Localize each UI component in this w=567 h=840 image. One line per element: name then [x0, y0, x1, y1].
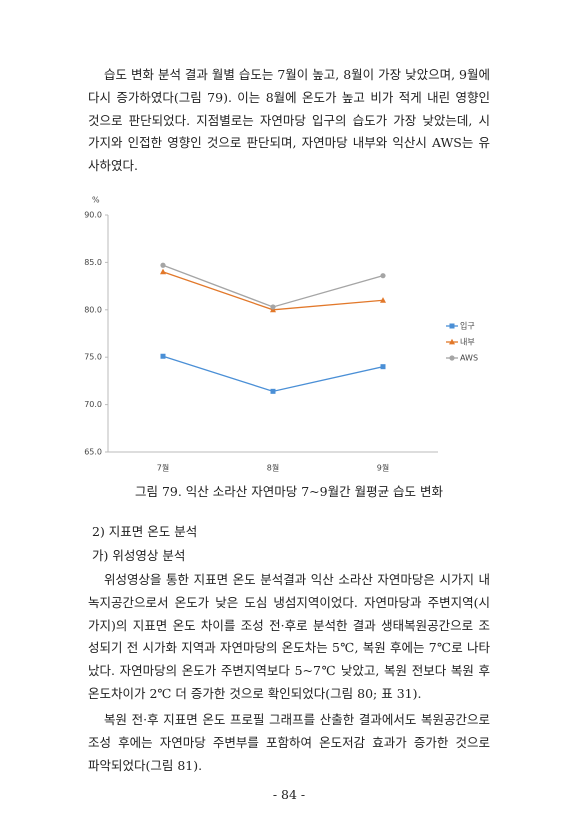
- heading: 2) 지표면 온도 분석: [92, 524, 198, 539]
- legend-marker: [449, 323, 455, 329]
- text-line: 다시 증가하였다(그림 79). 이는 8월에 온도가 높고 비가 적게 내린 …: [88, 89, 490, 105]
- legend-label: AWS: [460, 354, 478, 363]
- legend-label: 입구: [460, 322, 475, 331]
- marker: [160, 268, 166, 275]
- legend-marker: [449, 338, 455, 345]
- y-tick-label: 75.0: [84, 353, 102, 362]
- marker: [270, 304, 276, 310]
- series-line: [162, 264, 384, 308]
- x-tick-label: 9월: [377, 463, 389, 473]
- text-line: 온도차이가 2℃ 더 증가한 것으로 확인되었다(그림 80; 표 31).: [88, 686, 422, 701]
- text-line: 났다. 자연마당의 온도가 주변지역보다 5~7℃ 낮았고, 복원 전보다 복원…: [88, 663, 490, 679]
- y-tick-label: 70.0: [84, 400, 102, 409]
- text-line: 파악되었다(그림 81).: [88, 757, 203, 773]
- marker: [160, 353, 166, 359]
- legend-label: 내부: [460, 338, 475, 347]
- marker: [380, 297, 386, 303]
- y-tick-label: 80.0: [84, 305, 102, 314]
- text-line: 것으로 판단되었다. 지점별로는 자연마당 입구의 습도가 가장 낮았는데, 시: [88, 112, 490, 128]
- y-tick-label: 65.0: [84, 448, 102, 457]
- x-tick-label: 8월: [267, 463, 279, 473]
- heading: 가) 위성영상 분석: [92, 548, 186, 563]
- text-line: 사하였다.: [88, 158, 138, 174]
- page-number: - 84 -: [272, 787, 306, 802]
- marker: [380, 273, 386, 279]
- text-line: 복원 전·후 지표면 온도 프로필 그래프를 산출한 결과에서도 복원공간으로: [104, 712, 490, 727]
- text-line: 녹지공간으로서 온도가 낮은 도심 냉섬지역이었다. 자연마당과 주변지역(시: [88, 594, 490, 610]
- text-line: 위성영상을 통한 지표면 온도 분석결과 익산 소라산 자연마당은 시가지 내: [104, 572, 490, 587]
- text-line: 조성 후에는 자연마당 주변부를 포함하여 온도저감 효과가 증가한 것으로: [88, 734, 490, 750]
- y-axis-label: %: [92, 196, 100, 205]
- y-tick-label: 85.0: [84, 258, 102, 267]
- text-line: 성되기 전 시가화 지역과 자연마당의 온도차는 5℃, 복원 후에는 7℃로 …: [88, 640, 490, 656]
- text-line: 가지와 인접한 영향인 것으로 판단되며, 자연마당 내부와 익산시 AWS는 …: [88, 135, 490, 151]
- legend-marker: [449, 355, 455, 361]
- text-line: 습도 변화 분석 결과 월별 습도는 7월이 높고, 8월이 가장 낮았으며, …: [104, 67, 490, 82]
- x-tick-label: 7월: [157, 463, 169, 473]
- caption: 그림 79. 익산 소라산 자연마당 7~9월간 월평균 습도 변화: [134, 484, 444, 499]
- y-tick-label: 90.0: [84, 211, 102, 220]
- text-line: 가지)의 지표면 온도 차이를 조성 전·후로 분석한 결과 생태복원공간으로 …: [88, 617, 490, 633]
- marker: [380, 364, 386, 370]
- marker: [270, 388, 276, 394]
- series-line: [162, 355, 384, 393]
- marker: [160, 262, 166, 268]
